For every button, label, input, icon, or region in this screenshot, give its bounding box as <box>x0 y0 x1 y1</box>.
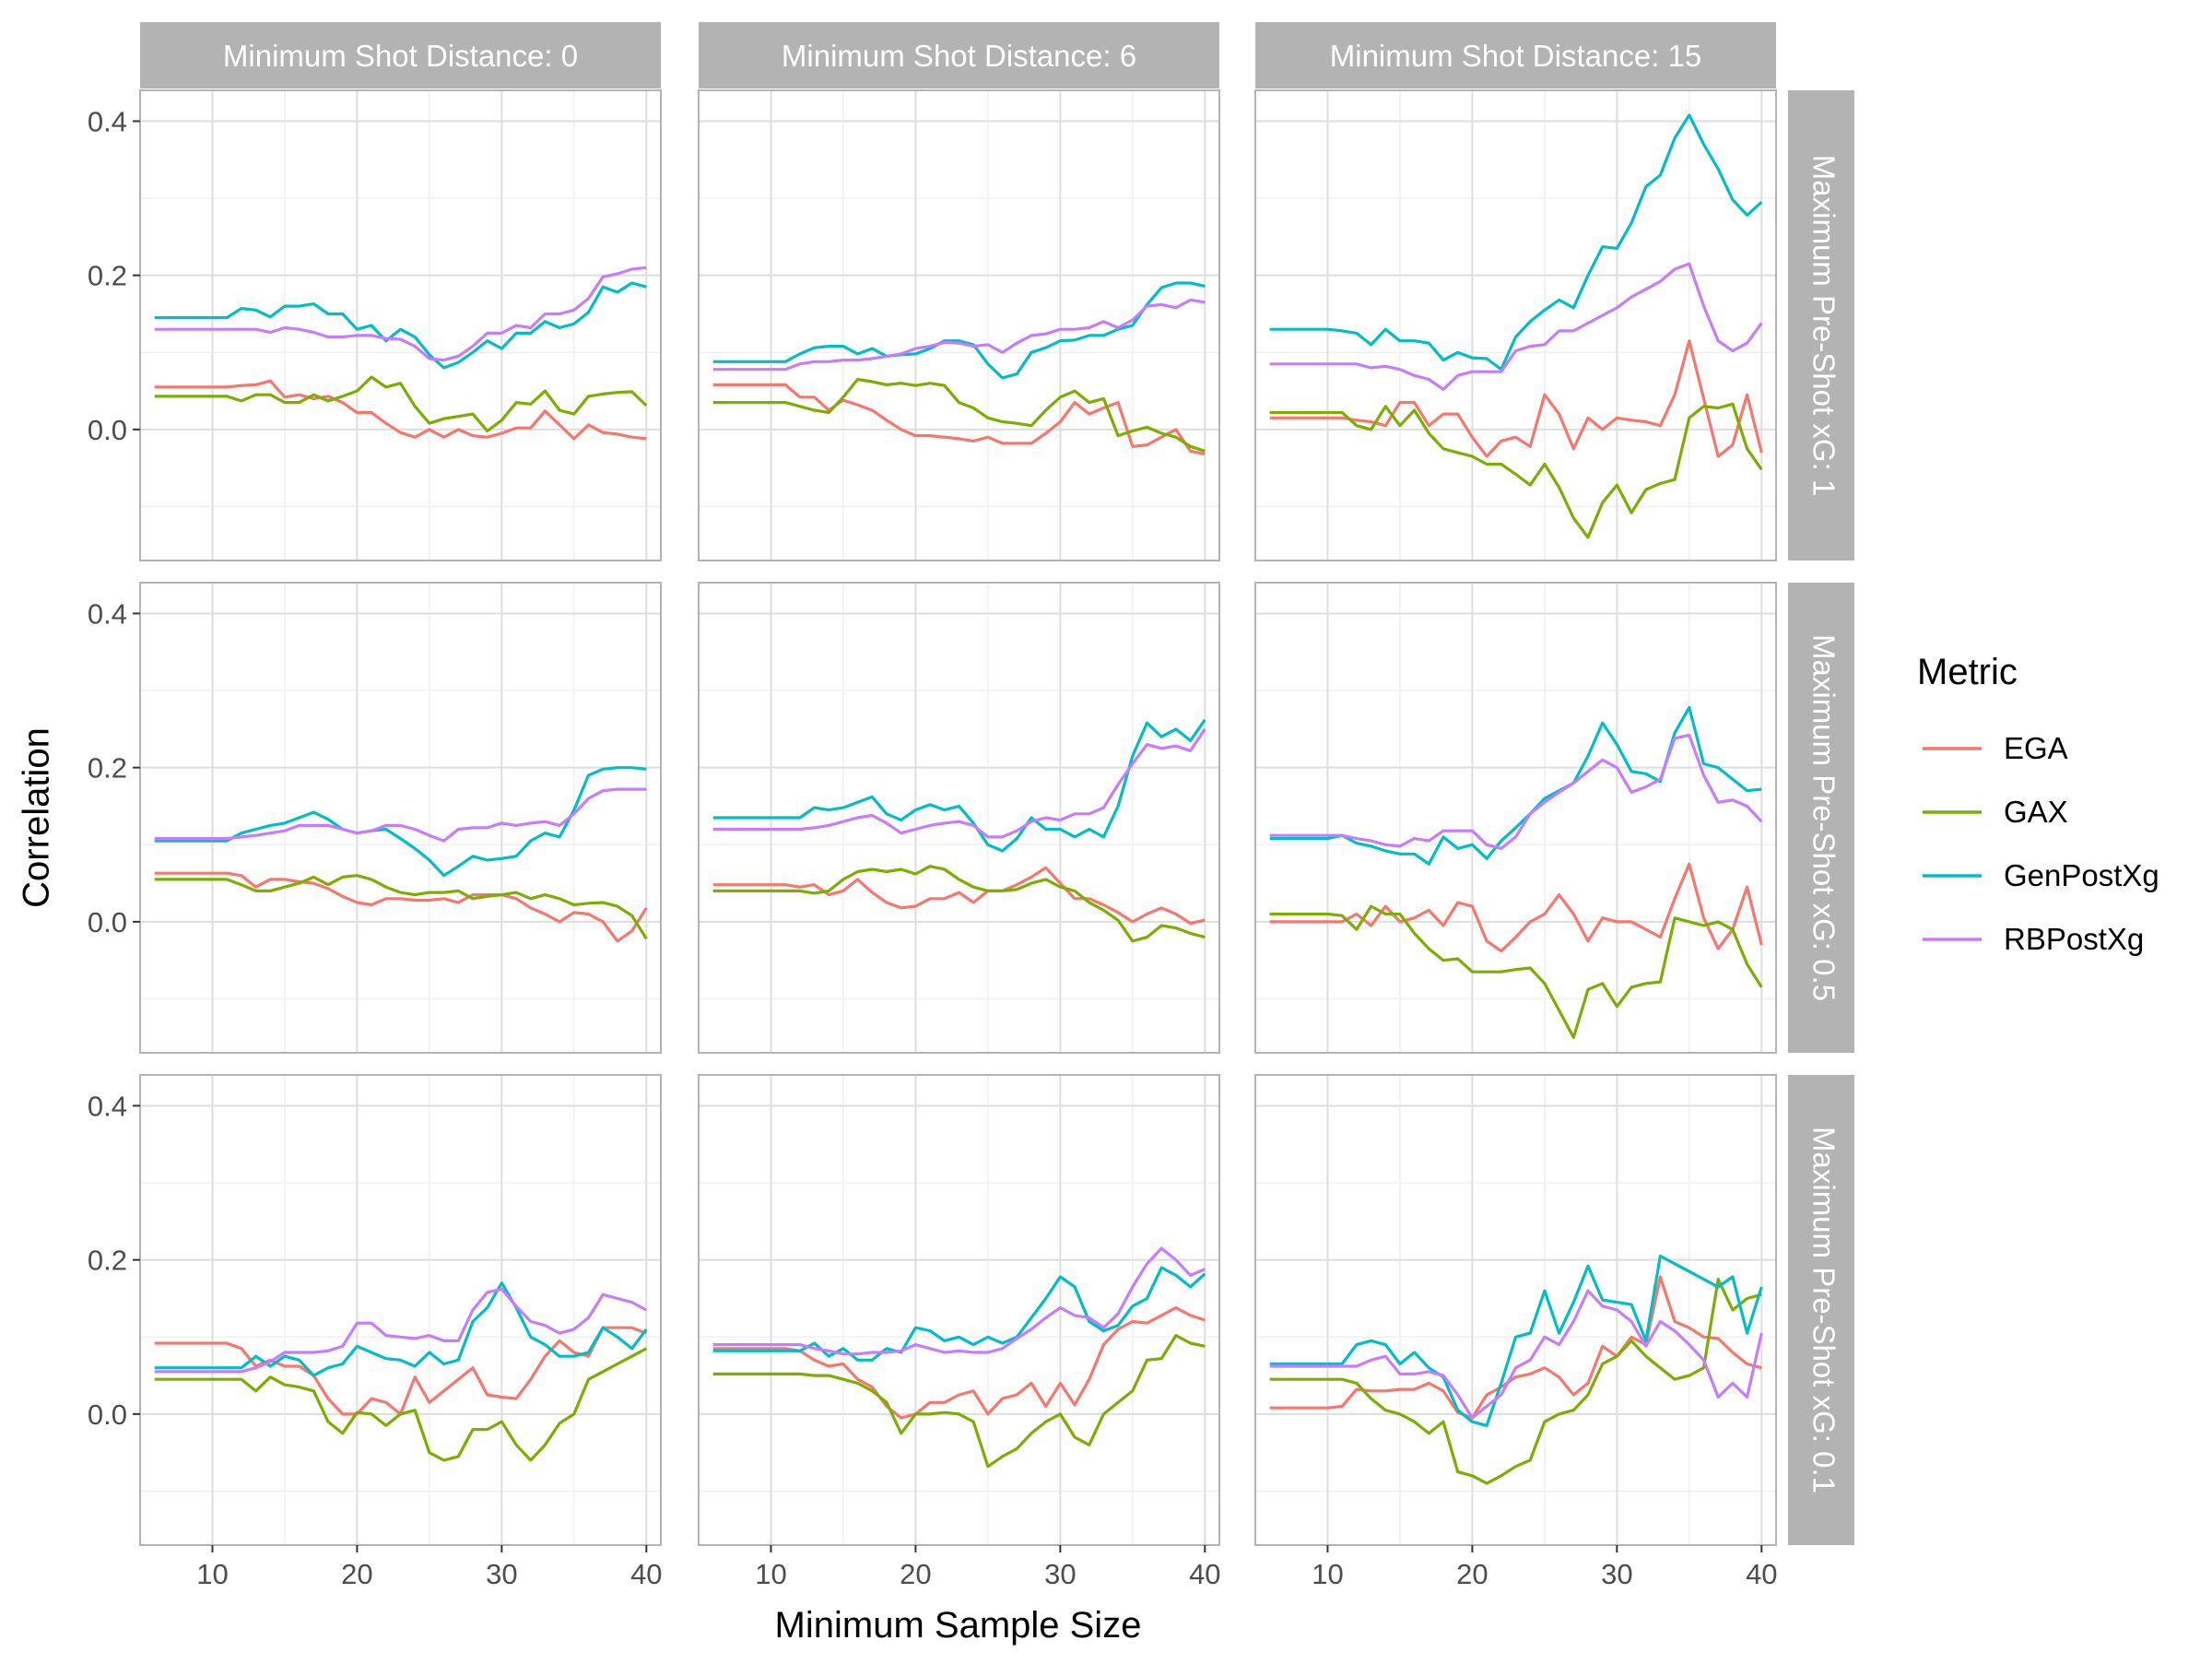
facet-strip-row-label-2: Maximum Pre-Shot xG: 0.1 <box>1806 1127 1841 1493</box>
series-line-gax-0-1 <box>712 377 1206 453</box>
series-line-genpostxg-0-0 <box>154 281 647 370</box>
x-tick-label-0-0: 10 <box>196 1558 228 1590</box>
y-tick-label-0-2: 0.4 <box>88 105 127 137</box>
facet-strip-col-2 <box>1255 22 1776 89</box>
y-tick-label-2-0: 0.0 <box>88 1398 127 1431</box>
panel-bg-2-1 <box>699 1075 1219 1545</box>
series-line-gax-0-2 <box>1269 402 1763 539</box>
series-line-ega-2-2 <box>1269 1275 1762 1420</box>
panel-border-0-2 <box>1254 89 1777 561</box>
series-line-rbpostxg-2-1 <box>712 1246 1206 1356</box>
series-line-gax-1-2 <box>1269 904 1763 1039</box>
series-line-ega-0-1 <box>712 383 1206 456</box>
series-line-gax-2-2 <box>1269 1277 1762 1485</box>
panel-border-2-0 <box>139 1074 662 1546</box>
panel-border-0-0 <box>139 89 662 561</box>
x-tick-label-1-2: 30 <box>1044 1558 1076 1590</box>
panel-border-1-1 <box>698 582 1220 1054</box>
x-tick-label-0-3: 40 <box>630 1558 662 1590</box>
x-tick-label-2-2: 30 <box>1601 1558 1632 1590</box>
series-line-rbpostxg-0-1 <box>712 298 1206 372</box>
panel-border-2-1 <box>698 1074 1220 1546</box>
series-line-ega-1-0 <box>154 871 648 943</box>
x-tick-label-1-1: 20 <box>900 1558 931 1590</box>
panel-border-2-2 <box>1254 1074 1777 1546</box>
x-tick-label-2-3: 40 <box>1746 1558 1777 1590</box>
panel-border-1-2 <box>1254 582 1777 1054</box>
x-tick-label-0-2: 30 <box>486 1558 517 1590</box>
facet-strip-row-0 <box>1788 90 1854 561</box>
series-line-genpostxg-2-2 <box>1269 1254 1763 1428</box>
series-line-genpostxg-0-1 <box>712 281 1206 380</box>
panel-border-1-0 <box>139 582 662 1054</box>
series-line-rbpostxg-0-0 <box>154 266 647 362</box>
facet-strip-col-label-0: Minimum Shot Distance: 0 <box>223 39 578 73</box>
panel-bg-2-2 <box>1255 1075 1776 1545</box>
panel-bg-2-0 <box>140 1075 661 1545</box>
panel-bg-0-2 <box>1255 90 1776 561</box>
series-line-genpostxg-1-0 <box>154 766 647 878</box>
y-tick-label-2-2: 0.4 <box>88 1090 127 1122</box>
x-tick-label-1-3: 40 <box>1189 1558 1220 1590</box>
legend-label-gax: GAX <box>2004 795 2068 829</box>
series-line-gax-1-1 <box>712 865 1206 943</box>
series-line-genpostxg-0-2 <box>1269 113 1763 372</box>
panel-border-0-1 <box>698 89 1220 561</box>
y-tick-label-0-0: 0.0 <box>88 414 127 446</box>
x-tick-label-2-0: 10 <box>1312 1558 1343 1590</box>
panel-bg-1-2 <box>1255 583 1776 1053</box>
y-tick-label-1-2: 0.4 <box>88 597 127 630</box>
facet-strip-row-1 <box>1788 583 1854 1053</box>
facet-strip-row-2 <box>1788 1075 1854 1545</box>
series-line-gax-1-0 <box>154 874 648 940</box>
series-line-rbpostxg-0-2 <box>1269 262 1763 391</box>
legend-label-ega: EGA <box>2004 731 2068 765</box>
y-tick-label-1-0: 0.0 <box>88 906 127 938</box>
series-line-rbpostxg-1-1 <box>712 728 1206 839</box>
y-tick-label-0-1: 0.2 <box>88 260 127 292</box>
series-line-rbpostxg-1-2 <box>1269 733 1763 851</box>
series-line-genpostxg-1-2 <box>1269 705 1762 866</box>
facet-strip-col-0 <box>140 22 661 89</box>
legend-title: Metric <box>1917 652 2018 692</box>
series-line-genpostxg-2-0 <box>154 1281 648 1377</box>
series-line-rbpostxg-2-2 <box>1269 1289 1763 1420</box>
panel-bg-1-0 <box>140 583 661 1053</box>
series-line-gax-0-0 <box>154 375 648 433</box>
facet-strip-col-label-1: Minimum Shot Distance: 6 <box>782 39 1136 73</box>
facet-strip-col-1 <box>699 22 1219 89</box>
x-tick-label-2-1: 20 <box>1456 1558 1488 1590</box>
facet-strip-row-label-0: Maximum Pre-Shot xG: 1 <box>1806 155 1841 496</box>
x-axis-title: Minimum Sample Size <box>775 1605 1142 1646</box>
legend-label-genpostxg: GenPostXg <box>2004 858 2159 892</box>
y-tick-label-2-1: 0.2 <box>88 1245 127 1277</box>
series-line-ega-1-2 <box>1269 862 1763 953</box>
x-tick-label-0-1: 20 <box>341 1558 372 1590</box>
series-line-ega-0-0 <box>154 379 647 441</box>
x-tick-label-1-0: 10 <box>755 1558 786 1590</box>
facet-strip-col-label-2: Minimum Shot Distance: 15 <box>1330 39 1702 73</box>
legend-label-rbpostxg: RBPostXg <box>2004 922 2144 956</box>
series-line-rbpostxg-2-0 <box>154 1287 648 1374</box>
series-line-rbpostxg-1-0 <box>154 787 647 843</box>
y-tick-label-1-1: 0.2 <box>88 752 127 785</box>
series-line-gax-2-1 <box>712 1333 1206 1469</box>
series-line-gax-2-0 <box>154 1347 648 1462</box>
panel-bg-0-0 <box>140 90 661 561</box>
y-axis-title: Correlation <box>17 727 57 908</box>
series-line-genpostxg-1-1 <box>712 718 1206 853</box>
series-line-genpostxg-2-1 <box>712 1266 1206 1362</box>
facet-strip-row-label-1: Maximum Pre-Shot xG: 0.5 <box>1806 634 1841 1001</box>
series-line-ega-1-1 <box>712 866 1206 926</box>
panel-bg-0-1 <box>699 90 1219 561</box>
